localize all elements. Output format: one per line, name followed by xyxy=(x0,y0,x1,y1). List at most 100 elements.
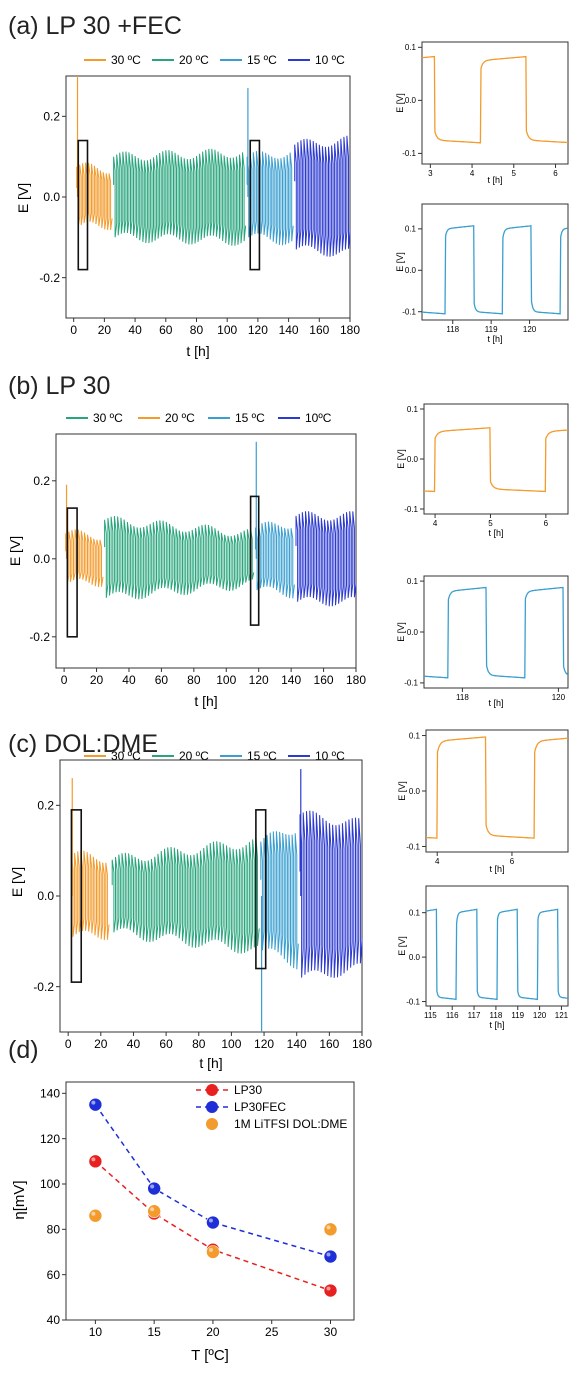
y-axis-label: η[mV] xyxy=(11,1180,28,1219)
y-axis-label: E [V] xyxy=(396,449,406,469)
x-tick-label: 160 xyxy=(309,323,329,337)
x-axis-label: t [h] xyxy=(489,1020,504,1030)
x-tick-label: 80 xyxy=(192,1037,206,1051)
x-tick-label: 20 xyxy=(94,1037,108,1051)
chart-c-inset-2: 115 116 117 118 119 120 121 -0.1 0.0 0.1 t [h] E … xyxy=(397,885,569,1030)
legend-marker xyxy=(206,1084,218,1096)
x-tick-label: 20 xyxy=(90,673,104,687)
x-tick-label: 80 xyxy=(187,673,201,687)
x-tick-label: 30 xyxy=(324,1325,338,1339)
x-axis-label: t [h] xyxy=(194,693,217,709)
y-tick-label: -0.1 xyxy=(406,842,420,851)
legend-d: LP30 LP30FEC 1M LiTFSI DOL:DME xyxy=(196,1083,347,1131)
chart-a-inset-2: 118 119 120 -0.1 0.0 0.1 t [h] E [V] xyxy=(395,203,569,344)
x-tick-label: 25 xyxy=(265,1325,279,1339)
axes: 4 6 -0.1 0.0 0.1 xyxy=(406,729,569,866)
x-tick-label: 20 xyxy=(206,1325,220,1339)
series-line-2 xyxy=(246,150,294,246)
y-tick-label: 0.1 xyxy=(405,43,417,52)
data-point xyxy=(88,1097,103,1112)
legend-label: LP30FEC xyxy=(234,1100,286,1114)
point-highlight xyxy=(91,1211,96,1216)
x-tick-label: 118 xyxy=(456,693,469,702)
y-axis-label: E [V] xyxy=(397,936,407,956)
y-tick-label: -0.2 xyxy=(39,271,60,285)
x-tick-label: 100 xyxy=(216,673,236,687)
point-highlight xyxy=(208,1248,213,1252)
legend-a: 30 ºC 20 ºC 15 ºC 10 ºC xyxy=(84,53,345,67)
x-axis-label: t [h] xyxy=(488,698,503,708)
chart-a-main: 30 ºC 20 ºC 15 ºC 10 ºC 0 20 40 60 80 100 120 1… xyxy=(15,53,360,359)
y-tick-label: 80 xyxy=(47,1223,61,1237)
chart-a-inset-1: 3 4 5 6 -0.1 0.0 0.1 t [h] E [V] xyxy=(395,41,569,185)
x-tick-label: 10 xyxy=(89,1325,103,1339)
plot-frame xyxy=(421,203,569,321)
x-tick-label: 5 xyxy=(488,519,493,528)
y-tick-label: 0.0 xyxy=(409,787,421,796)
zoom-box xyxy=(66,507,78,638)
x-tick-label: 121 xyxy=(555,1011,569,1020)
x-tick-label: 100 xyxy=(217,323,237,337)
chart-d: 10 15 20 25 30 40 60 80 100 120 140 LP30 LP30FEC 1… xyxy=(11,1081,355,1364)
x-tick-label: 6 xyxy=(553,169,558,178)
x-axis-label: t [h] xyxy=(199,1055,222,1071)
series-line-1 xyxy=(111,837,260,954)
legend-label: 10 ºC xyxy=(315,53,345,67)
legend-marker xyxy=(206,1118,218,1130)
y-tick-label: 0.1 xyxy=(409,731,421,740)
x-tick-label: 160 xyxy=(314,673,334,687)
x-axis-label: T [ºC] xyxy=(191,1347,229,1364)
series-line-3 xyxy=(295,511,357,607)
x-tick-label: 116 xyxy=(446,1011,459,1020)
x-tick-label: 120 xyxy=(254,1037,274,1051)
y-tick-label: 0.1 xyxy=(407,577,419,586)
x-tick-label: 80 xyxy=(190,323,204,337)
axes: 4 5 6 -0.1 0.0 0.1 xyxy=(404,403,569,528)
legend-label: 10 ºC xyxy=(315,749,345,763)
legend-marker xyxy=(206,1101,218,1113)
legend-b: 30 ºC 20 ºC 15 ºC 10ºC xyxy=(66,411,332,425)
y-tick-label: 100 xyxy=(40,1177,60,1191)
y-tick-label: -0.1 xyxy=(402,149,416,158)
point-highlight xyxy=(326,1286,331,1291)
y-axis-label: E [V] xyxy=(7,536,23,566)
x-tick-label: 5 xyxy=(512,169,517,178)
series-line-0 xyxy=(70,850,110,941)
plot-frame xyxy=(65,1081,355,1321)
data-point xyxy=(147,1181,161,1196)
chart-c-inset-1: 4 6 -0.1 0.0 0.1 t [h] E [V] xyxy=(397,729,569,874)
x-tick-label: 6 xyxy=(510,857,515,866)
zoom-box xyxy=(249,495,260,626)
series-line-3 xyxy=(294,135,351,257)
x-tick-label: 6 xyxy=(544,519,549,528)
y-axis-label: E [V] xyxy=(396,622,406,642)
axes: 118 119 120 -0.1 0.0 0.1 xyxy=(402,203,569,334)
legend-label: 30 ºC xyxy=(111,53,141,67)
point-highlight xyxy=(208,1218,213,1223)
y-tick-label: 0.2 xyxy=(37,799,54,813)
y-tick-label: 40 xyxy=(47,1313,61,1327)
data-point xyxy=(323,1283,338,1298)
chart-b-inset-2: 118 120 -0.1 0.0 0.1 t [h] E [V] xyxy=(396,575,569,708)
y-tick-label: 0.2 xyxy=(33,474,50,488)
x-tick-label: 115 xyxy=(424,1011,437,1020)
y-axis-label: E [V] xyxy=(395,252,405,272)
data-point xyxy=(88,1154,103,1169)
legend-c: 30 ºC 20 ºC 15 ºC 10 ºC xyxy=(84,749,345,763)
x-tick-label: 100 xyxy=(221,1037,241,1051)
y-tick-label: 0.0 xyxy=(43,190,60,204)
inset-trace xyxy=(426,736,569,839)
x-tick-label: 4 xyxy=(435,857,440,866)
axes: 3 4 5 6 -0.1 0.0 0.1 xyxy=(402,41,569,178)
y-tick-label: -0.1 xyxy=(404,679,418,688)
x-tick-label: 60 xyxy=(159,323,173,337)
axes: 0 20 40 60 80 100 120 140 160 180 -0.2 0.0 0.2 xyxy=(29,433,366,687)
zoom-box xyxy=(255,809,267,970)
plot-frame xyxy=(423,575,569,689)
x-tick-label: 60 xyxy=(155,673,169,687)
legend-label: 20 ºC xyxy=(165,411,195,425)
zoom-box xyxy=(70,809,83,983)
panel-label-d: (d) xyxy=(8,1036,39,1064)
legend-label: 1M LiTFSI DOL:DME xyxy=(234,1117,347,1131)
x-tick-label: 140 xyxy=(281,673,301,687)
